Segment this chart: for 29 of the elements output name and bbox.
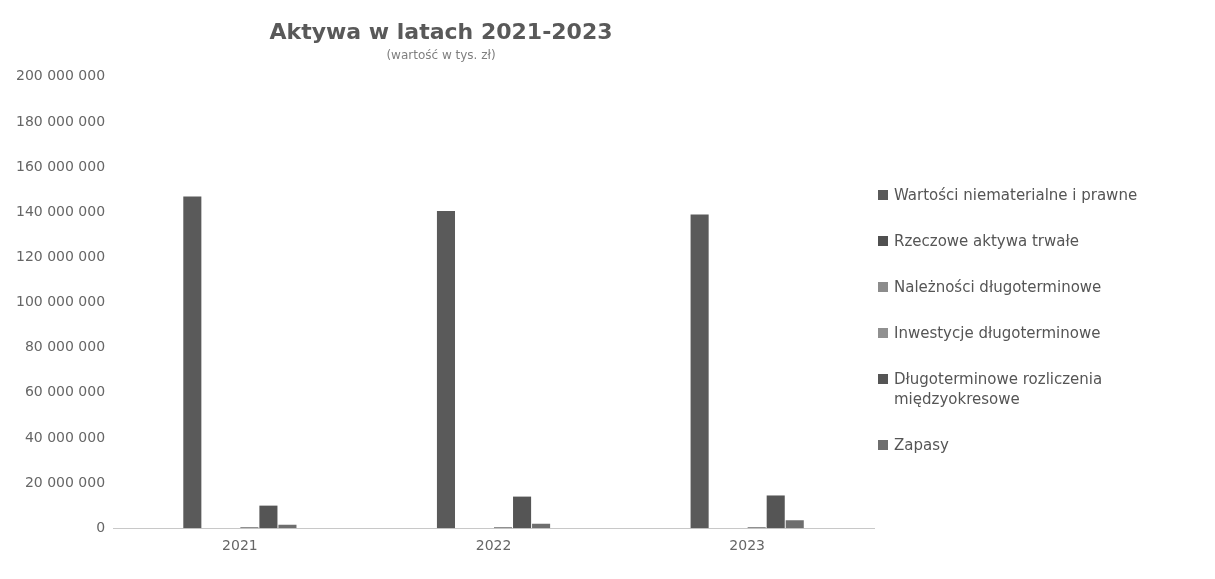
y-tick-label: 0 [96,518,106,535]
y-tick-label: 140 000 000 [15,202,106,219]
bar [259,505,278,529]
legend-label: Długoterminowe rozliczenia międzyokresowe [894,368,1104,409]
bar [690,214,709,529]
legend-label: Należności długoterminowe [894,276,1102,297]
y-tick-label: 40 000 000 [24,428,106,445]
x-tick-label: 2021 [222,537,258,554]
y-tick-label: 120 000 000 [15,248,106,264]
legend-label: Zapasy [894,434,949,455]
chart-title: Aktywa w latach 2021-2023 [269,18,613,44]
bar [785,520,804,529]
legend-label: Inwestycje długoterminowe [894,322,1101,343]
y-tick-label: 180 000 000 [15,112,106,129]
y-tick-label: 60 000 000 [24,383,106,400]
y-tick-label: 160 000 000 [15,157,106,174]
bar [766,495,785,529]
y-tick-label: 20 000 000 [24,473,106,490]
y-tick-label: 80 000 000 [24,338,106,355]
legend-label: Wartości niematerialne i prawne [894,184,1138,205]
chart-subtitle: (wartość w tys. zł) [386,47,496,62]
x-tick-label: 2023 [729,537,765,554]
x-tick-label: 2022 [475,537,512,554]
y-tick-label: 200 000 000 [15,67,106,84]
y-tick-label: 100 000 000 [15,293,106,310]
legend-label: Rzeczowe aktywa trwałe [894,230,1079,251]
bar [183,196,202,529]
bar [436,211,456,529]
bar [513,496,532,529]
